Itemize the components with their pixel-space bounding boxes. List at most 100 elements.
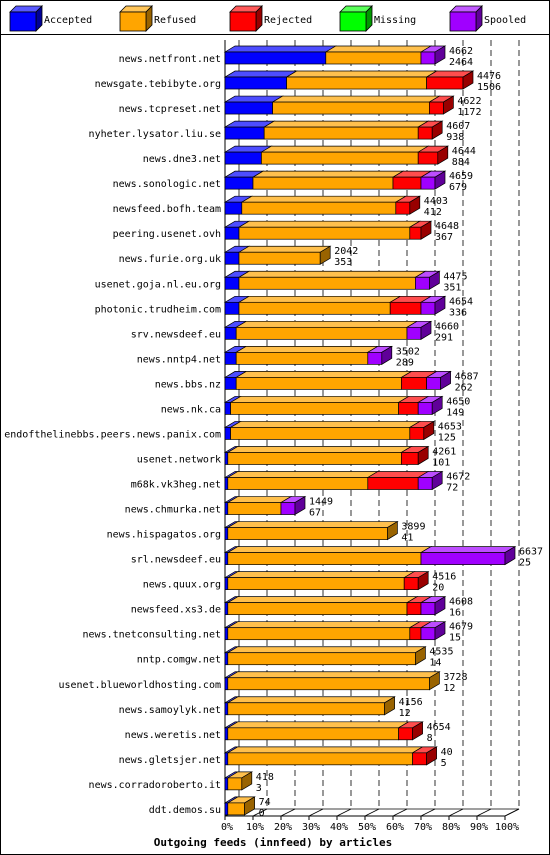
row-label: usenet.goja.nl.eu.org [95, 279, 221, 290]
bar-spooled [420, 51, 436, 65]
bar-accepted [224, 627, 229, 641]
bar-refused [227, 602, 408, 616]
row-value-total: 40 [441, 747, 453, 758]
bar-row [223, 345, 394, 365]
row-label: news.dne3.net [143, 154, 221, 165]
bar-row [223, 796, 256, 816]
bar-refused-top [271, 95, 441, 103]
bar-side [504, 545, 516, 566]
row-value-second: 101 [432, 457, 450, 468]
row-value-total: 4607 [446, 121, 470, 132]
bar-refused [227, 577, 405, 590]
bar-accepted [224, 201, 243, 215]
bar-spooled [417, 477, 433, 490]
row-label: m68k.vk3heg.net [131, 480, 221, 491]
bar-accepted [224, 752, 229, 766]
bar-refused-top [237, 295, 402, 303]
bar-rejected [401, 377, 427, 390]
bar-refused [241, 201, 397, 215]
row-label: endofthelinebbs.peers.news.panix.com [4, 429, 221, 440]
bar-spooled [406, 326, 422, 340]
bar-refused [227, 752, 413, 766]
bar-refused [227, 652, 416, 666]
bar-rejected [395, 201, 411, 215]
bar-refused-top [237, 245, 332, 253]
x-tick-label: 90% [470, 822, 488, 833]
bar-row [223, 646, 427, 666]
row-label: usenet.blueworldhosting.com [58, 680, 221, 691]
row-value-second: 679 [449, 182, 467, 193]
row-value-second: 15 [449, 633, 461, 644]
row-label: news.furie.org.uk [119, 254, 221, 265]
row-value-second: 262 [455, 382, 473, 393]
row-value-second: 5 [441, 758, 447, 769]
bar-refused [227, 527, 388, 540]
bar-side [294, 495, 306, 516]
bar-side [417, 445, 429, 466]
row-value-second: 72 [446, 483, 458, 494]
row-label: news.bbs.nz [155, 379, 221, 390]
bar-spooled [280, 502, 296, 515]
bar-refused-top [229, 396, 410, 403]
bar-refused-top [226, 746, 424, 754]
floor-line [336, 808, 352, 817]
bar-row [223, 545, 517, 566]
bar-spooled [426, 377, 441, 390]
bar-row [223, 571, 430, 591]
row-label: news.nk.ca [161, 404, 221, 415]
bar-refused [286, 76, 427, 90]
bar-refused [227, 552, 422, 565]
row-value-total: 4403 [424, 196, 448, 207]
bar-refused-top [237, 270, 427, 278]
bar-refused [230, 427, 411, 440]
bar-refused-top [226, 671, 441, 679]
bar-side [431, 395, 443, 416]
bar-rejected [409, 226, 422, 240]
row-label: news.hispagatos.org [107, 530, 221, 541]
bar-rejected [412, 752, 427, 766]
row-label: srv.newsdeef.eu [131, 329, 221, 340]
row-value-second: 351 [443, 282, 461, 293]
bar-spooled [420, 627, 436, 641]
bar-rejected [417, 151, 439, 165]
bar-rejected [398, 402, 419, 415]
chart-bars [223, 45, 517, 816]
floor-line [476, 808, 492, 817]
bar-rejected [403, 577, 419, 590]
bar-row [223, 746, 438, 766]
bar-side [420, 220, 432, 240]
bar-refused-top [226, 496, 293, 503]
bar-refused [227, 802, 245, 816]
bar-spooled [420, 602, 436, 616]
bar-refused-top [226, 696, 396, 704]
bar-side [434, 621, 446, 641]
bar-accepted [224, 577, 229, 590]
row-label: news.weretis.net [125, 730, 221, 741]
bar-refused [227, 502, 282, 515]
row-label: news.tnetconsulting.net [83, 630, 221, 641]
bar-row [223, 120, 444, 140]
bar-row [223, 445, 430, 466]
row-value-total: 4654 [427, 722, 451, 733]
bar-accepted [224, 427, 231, 440]
row-value-second: 938 [446, 132, 464, 143]
bar-refused-top [226, 471, 380, 478]
row-value-total: 418 [256, 772, 274, 783]
legend-swatch-missing [339, 11, 367, 32]
row-value-second: 1172 [457, 107, 481, 118]
bar-refused [325, 51, 422, 65]
bar-refused-top [240, 195, 408, 203]
bar-side [426, 746, 437, 766]
bar-row [223, 145, 450, 165]
bar-accepted [224, 552, 229, 565]
row-value-total: 4535 [429, 647, 453, 658]
bar-accepted [224, 101, 273, 115]
bar-side [429, 270, 440, 290]
x-tick-label: 10% [246, 822, 264, 833]
floor-line [392, 808, 408, 817]
row-value-total: 2042 [334, 246, 358, 257]
bar-rejected [429, 101, 444, 115]
bar-row [223, 671, 441, 691]
bar-side [462, 70, 474, 90]
row-value-total: 4475 [443, 271, 467, 282]
